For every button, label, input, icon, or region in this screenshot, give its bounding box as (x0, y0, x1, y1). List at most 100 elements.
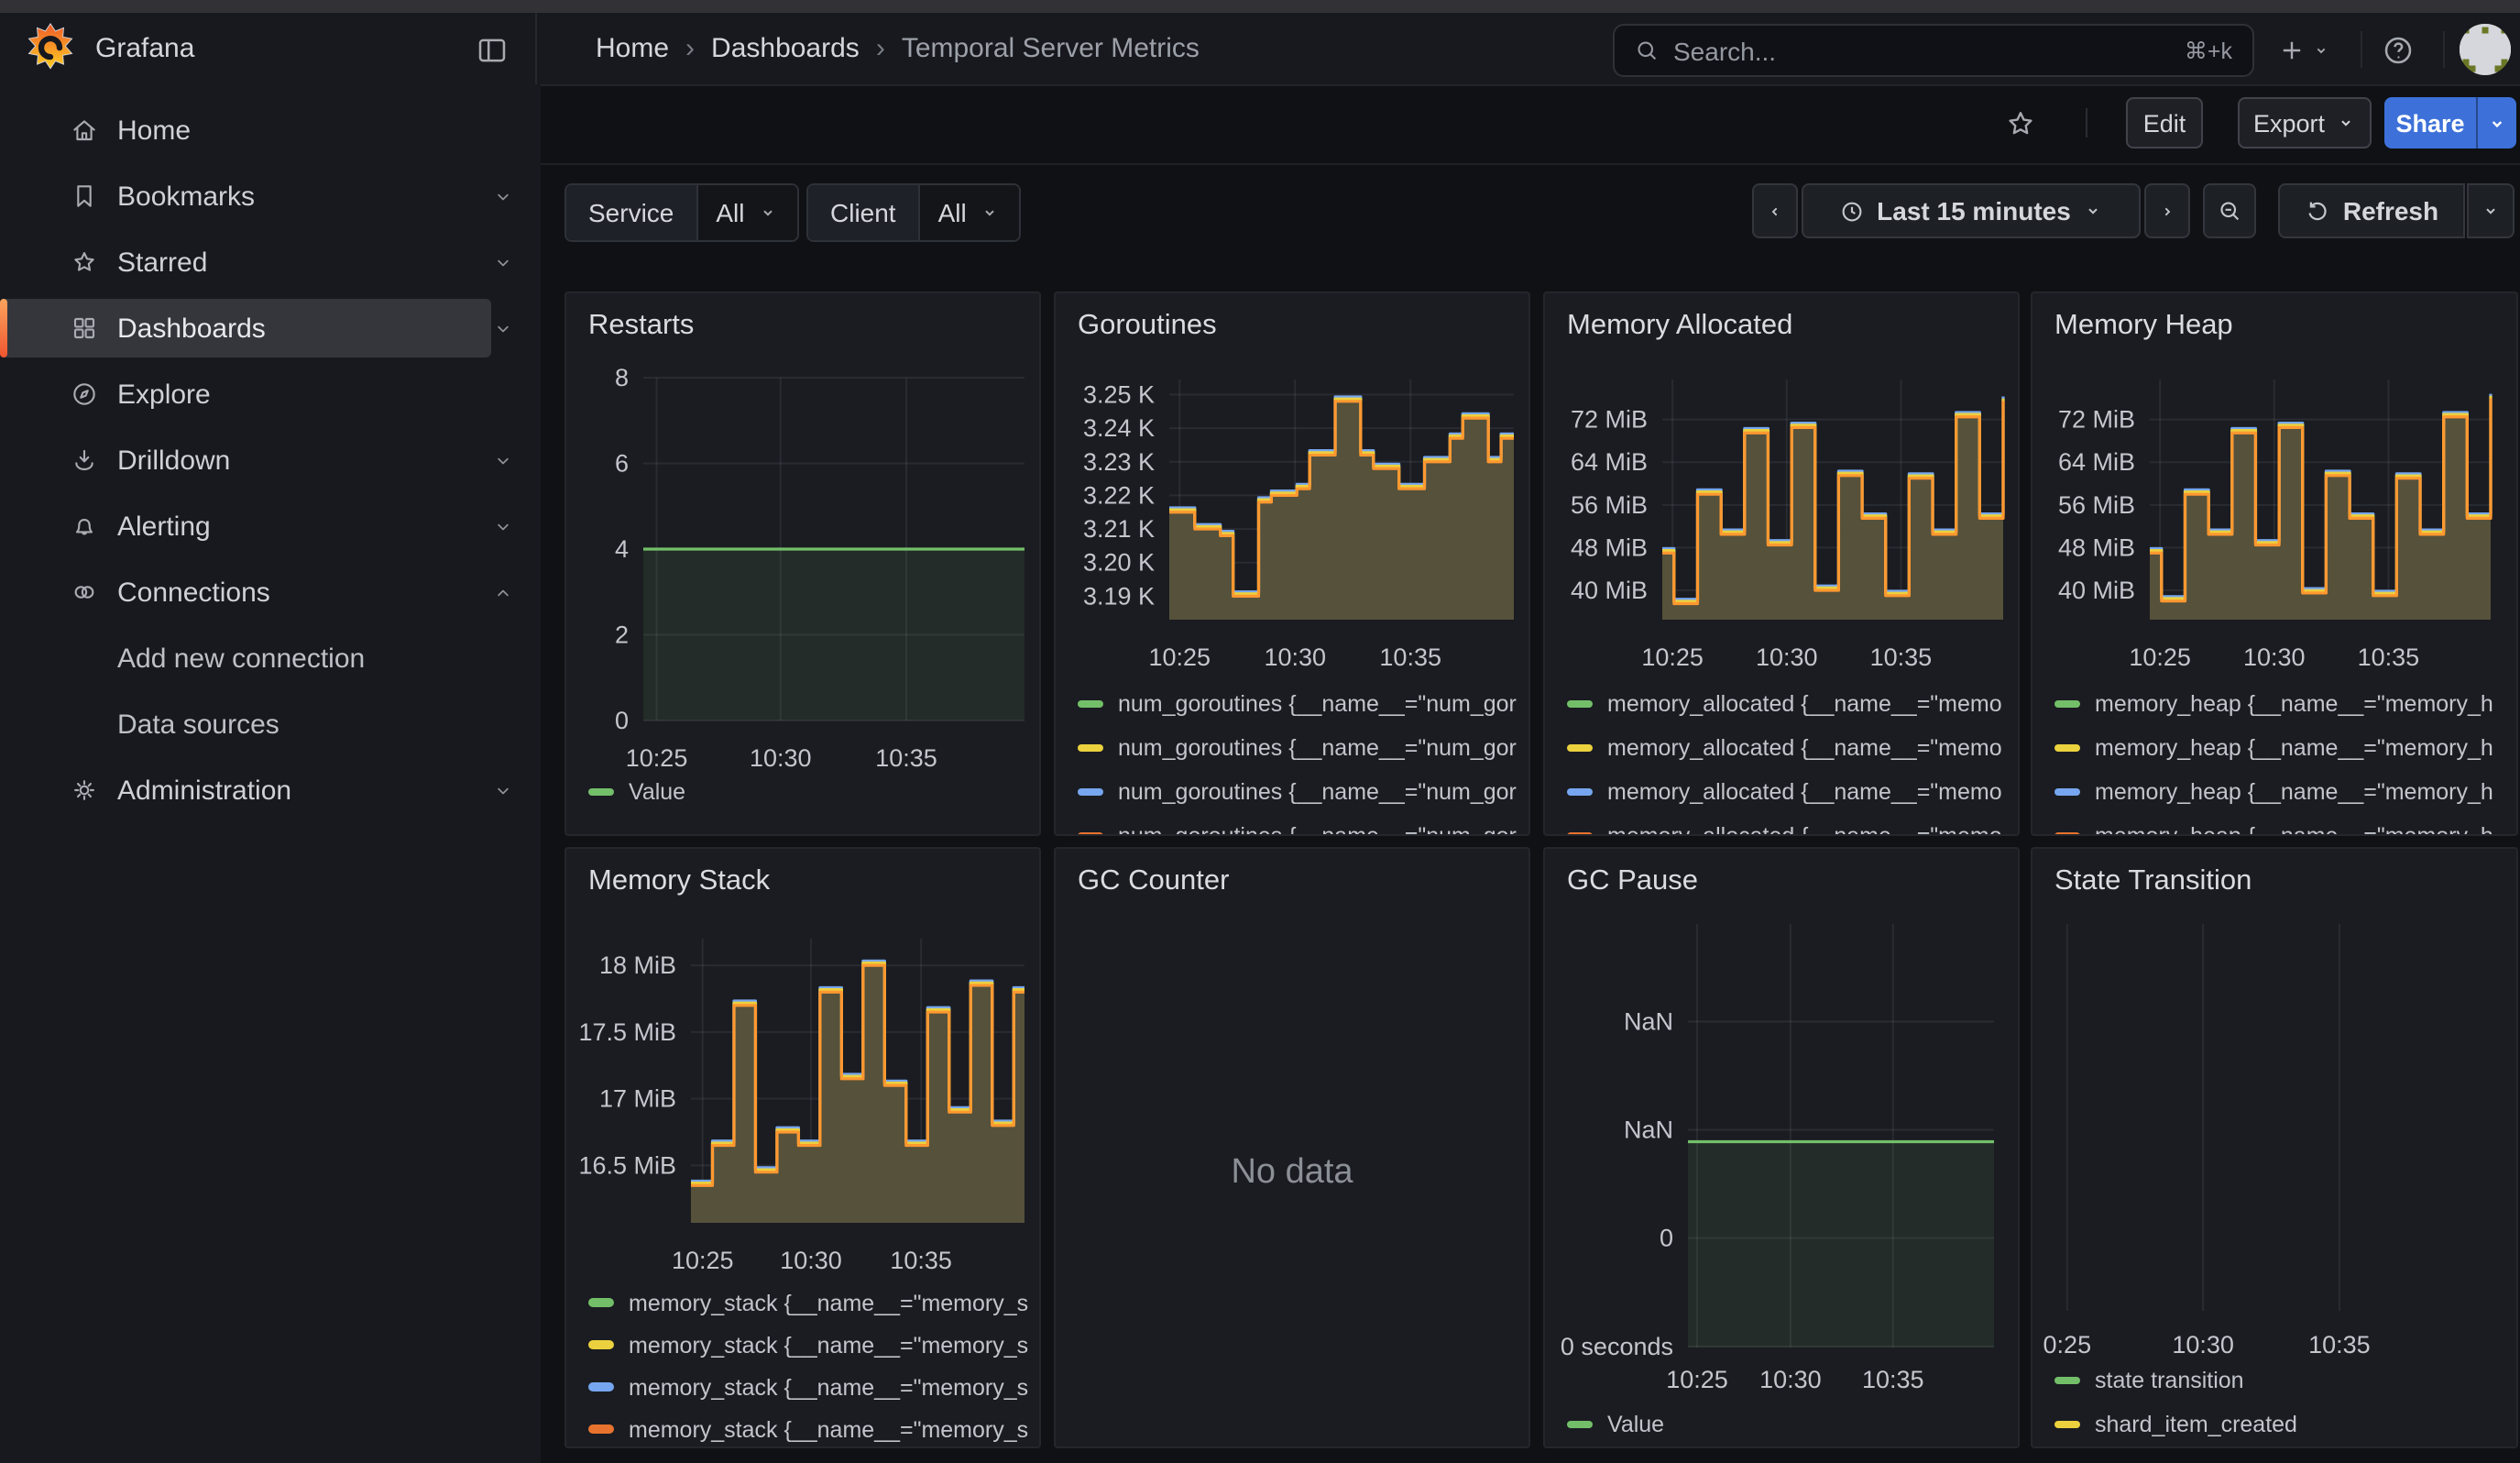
x-axis-label: 10:25 (1666, 1366, 1728, 1393)
y-axis-label: 4 (615, 535, 629, 563)
window-titlebar-strip (0, 0, 2520, 13)
share-options-chevron-icon[interactable] (2476, 97, 2516, 148)
panel-title[interactable]: GC Counter (1078, 865, 1229, 898)
sidebar-item-bookmarks[interactable]: Bookmarks (0, 167, 541, 226)
legend-item[interactable]: num_goroutines {__name__="num_gor (1078, 770, 1525, 814)
panel-title[interactable]: Memory Stack (588, 865, 770, 898)
search-placeholder: Search... (1673, 36, 2185, 65)
panel-restarts: Restarts8642010:2510:3010:35Value (564, 292, 1041, 836)
sidebar-item-administration[interactable]: Administration (0, 761, 541, 820)
legend-item[interactable]: Value (1567, 1402, 2014, 1446)
time-forward-button[interactable] (2144, 183, 2190, 238)
legend-item[interactable]: memory_allocated {__name__="memo (1567, 682, 2014, 726)
panel-title[interactable]: State Transition (2054, 865, 2252, 898)
legend-item[interactable]: memory_heap {__name__="memory_h (2054, 770, 2513, 814)
legend-item[interactable]: num_goroutines {__name__="num_gor (1078, 726, 1525, 770)
legend-item[interactable]: memory_heap {__name__="memory_h (2054, 726, 2513, 770)
chart-legend: memory_stack {__name__="memory_smemory_s… (588, 1282, 1035, 1448)
help-icon[interactable] (2375, 28, 2419, 72)
legend-item[interactable]: state transition (2054, 1358, 2513, 1402)
panel-title[interactable]: Restarts (588, 310, 694, 343)
search-input[interactable]: Search... ⌘+k (1613, 24, 2254, 77)
breadcrumb-item[interactable]: Home (596, 33, 669, 64)
time-range-picker[interactable]: Last 15 minutes (1802, 183, 2141, 238)
sidebar-item-starred[interactable]: Starred (0, 233, 541, 292)
sidebar-item-data-sources[interactable]: Data sources (0, 695, 541, 754)
user-avatar[interactable] (2460, 24, 2511, 75)
chevron-up-icon[interactable] (491, 581, 515, 605)
chevron-down-icon[interactable] (491, 317, 515, 341)
sidebar-item-add-new-connection[interactable]: Add new connection (0, 629, 541, 688)
legend-item[interactable]: memory_allocated {__name__="memo (1567, 814, 2014, 836)
filter-value-dropdown[interactable]: All (696, 185, 797, 240)
edit-button[interactable]: Edit (2126, 97, 2203, 148)
panel-title[interactable]: Goroutines (1078, 310, 1217, 343)
chart-legend: state transitionshard_item_created (2054, 1358, 2513, 1446)
export-button[interactable]: Export (2238, 97, 2372, 148)
legend-item[interactable]: num_goroutines {__name__="num_gor (1078, 814, 1525, 836)
chart-canvas[interactable]: 8642010:2510:3010:35 (566, 293, 1039, 834)
chevron-down-icon[interactable] (491, 779, 515, 803)
x-axis-label: 10:25 (1148, 644, 1211, 671)
y-axis-label: 56 MiB (1571, 491, 1648, 519)
legend-item[interactable]: memory_allocated {__name__="memo (1567, 726, 2014, 770)
sidebar-item-alerting[interactable]: Alerting (0, 497, 541, 556)
legend-item[interactable]: memory_stack {__name__="memory_s (588, 1408, 1035, 1448)
time-back-button[interactable] (1752, 183, 1798, 238)
sidebar-item-explore[interactable]: Explore (0, 365, 541, 424)
sidebar-item-drilldown[interactable]: Drilldown (0, 431, 541, 490)
sidebar-item-dashboards[interactable]: Dashboards (0, 299, 541, 358)
add-new-button[interactable] (2273, 28, 2335, 72)
legend-item[interactable]: memory_stack {__name__="memory_s (588, 1282, 1035, 1324)
x-axis-label: 10:35 (2308, 1331, 2371, 1358)
panel-memory-allocated: Memory Allocated72 MiB64 MiB56 MiB48 MiB… (1543, 292, 2020, 836)
legend-item[interactable]: Value (588, 770, 1035, 814)
sidebar-item-label: Administration (117, 775, 291, 806)
sidebar-item-home[interactable]: Home (0, 101, 541, 160)
y-axis-label: 3.25 K (1083, 380, 1155, 408)
y-axis-label: 56 MiB (2058, 491, 2135, 519)
sidebar-item-connections[interactable]: Connections (0, 563, 541, 622)
chevron-down-icon[interactable] (491, 185, 515, 209)
breadcrumb-item[interactable]: Dashboards (711, 33, 860, 64)
sidebar-item-label: Connections (117, 577, 270, 608)
chevron-down-icon[interactable] (491, 449, 515, 473)
legend-item[interactable]: memory_allocated {__name__="memo (1567, 770, 2014, 814)
share-button[interactable]: Share (2384, 97, 2476, 148)
legend-item[interactable]: memory_heap {__name__="memory_h (2054, 814, 2513, 836)
panel-title[interactable]: GC Pause (1567, 865, 1698, 898)
clock-icon (1838, 197, 1866, 225)
zoom-out-button[interactable] (2203, 183, 2256, 238)
panel-title[interactable]: Memory Allocated (1567, 310, 1792, 343)
legend-label: memory_allocated {__name__="memo (1607, 735, 2002, 761)
grafana-logo-icon[interactable] (24, 22, 77, 75)
legend-item[interactable]: memory_stack {__name__="memory_s (588, 1366, 1035, 1408)
chevron-down-icon[interactable] (491, 251, 515, 275)
legend-item[interactable]: shard_item_created (2054, 1402, 2513, 1446)
mega-menu-toggle-icon[interactable] (469, 28, 513, 72)
drilldown-icon (70, 446, 99, 475)
refresh-interval-chevron-icon[interactable] (2467, 183, 2515, 238)
product-name: Grafana (95, 13, 194, 84)
panel-body: 72 MiB64 MiB56 MiB48 MiB40 MiB10:2510:30… (2032, 293, 2516, 834)
legend-item[interactable]: num_goroutines {__name__="num_gor (1078, 682, 1525, 726)
subheader-divider (2086, 108, 2087, 138)
x-axis-label: 10:25 (672, 1247, 734, 1274)
x-axis-label: 10:30 (1264, 644, 1326, 671)
y-axis-label: 40 MiB (2058, 577, 2135, 604)
y-axis-label: 72 MiB (2058, 406, 2135, 434)
chevron-down-icon[interactable] (491, 515, 515, 539)
legend-item[interactable]: memory_stack {__name__="memory_s (588, 1324, 1035, 1366)
filter-value-dropdown[interactable]: All (918, 185, 1020, 240)
chart-legend: Value (1567, 1402, 2014, 1446)
panel-title[interactable]: Memory Heap (2054, 310, 2233, 343)
x-axis-label: 10:30 (780, 1247, 842, 1274)
chart-canvas[interactable]: NaNNaN00 seconds10:2510:3010:35 (1545, 849, 2018, 1446)
legend-swatch (1567, 744, 1593, 753)
chart-canvas[interactable]: 0:2510:3010:35 (2032, 849, 2516, 1446)
legend-label: memory_heap {__name__="memory_h (2095, 735, 2493, 761)
favorite-star-icon[interactable] (1998, 101, 2042, 145)
legend-item[interactable]: memory_heap {__name__="memory_h (2054, 682, 2513, 726)
refresh-button[interactable]: Refresh (2278, 183, 2465, 238)
legend-swatch (588, 788, 614, 797)
